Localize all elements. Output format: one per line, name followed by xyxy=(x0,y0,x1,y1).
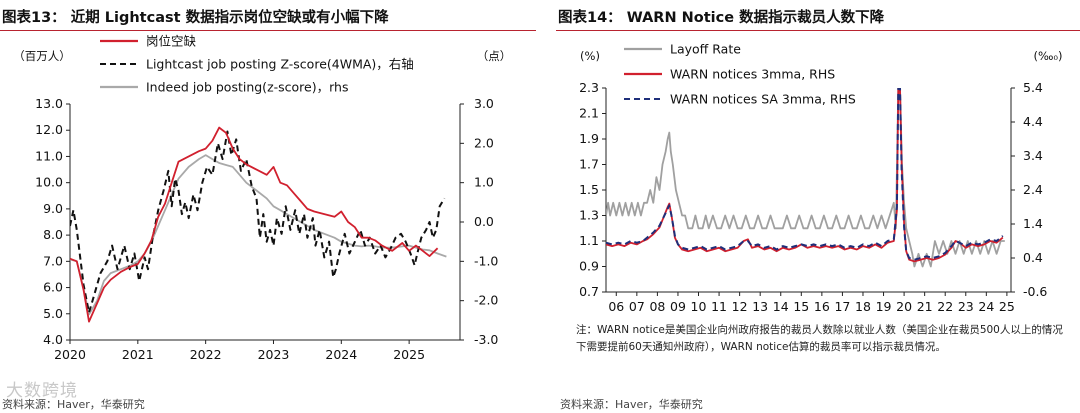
y-tick-label-right: -0.6 xyxy=(1023,284,1047,299)
x-tick-label: 10 xyxy=(691,299,707,314)
y-tick-label-right: 3.4 xyxy=(1023,148,1043,163)
y-tick-label-left: 0.7 xyxy=(579,284,599,299)
x-tick-label: 2020 xyxy=(54,347,86,362)
y-tick-label-right: 5.4 xyxy=(1023,80,1043,95)
x-tick-label: 24 xyxy=(978,299,994,314)
legend-label-3: WARN notices SA 3mma, RHS xyxy=(670,92,856,107)
chart-panel-lightcast: 图表13： 近期 Lightcast 数据指示岗位空缺或有小幅下降 13.0 12… xyxy=(0,10,536,411)
y-tick-label-left: 8.0 xyxy=(43,227,63,242)
y-tick-label-right: 3.0 xyxy=(474,96,494,111)
chart-panel-warn: 图表14： WARN Notice 数据指示裁员人数下降 2.3 2.1 1.9 1.… xyxy=(556,0,1080,413)
y-tick-label-right: -3.0 xyxy=(474,332,498,347)
x-tick-label: 07 xyxy=(629,299,645,314)
legend-label-1: Layoff Rate xyxy=(670,42,741,57)
y-axis-right-unit: (‰₀) xyxy=(1033,49,1062,63)
y-tick-label-left: 2.3 xyxy=(579,80,599,95)
series-line-1 xyxy=(606,88,1005,268)
y-tick-label-right: 0.0 xyxy=(474,214,494,229)
warn-line-chart: 2.3 2.1 1.9 1.7 1.5 1.3 1.1 0.9 0.7 5.4 4.4 3.4 2.4 1… xyxy=(579,42,1062,315)
x-tick-label: 13 xyxy=(752,299,768,314)
y-tick-label-left: 1.7 xyxy=(579,157,599,172)
chart-title: 图表14： WARN Notice 数据指示裁员人数下降 xyxy=(558,10,885,26)
source-note: 资料来源：Haver，华泰研究 xyxy=(560,398,703,411)
series-line-3 xyxy=(70,154,447,316)
y-tick-label-left: 11.0 xyxy=(35,148,63,163)
x-tick-label: 09 xyxy=(670,299,686,314)
y-tick-label-right: -1.0 xyxy=(474,253,498,268)
y-tick-label-right: 2.4 xyxy=(1023,182,1043,197)
x-tick-label: 16 xyxy=(814,299,830,314)
y-axis-left-unit: (%) xyxy=(580,49,600,63)
x-tick-label: 2025 xyxy=(393,347,425,362)
x-tick-label: 22 xyxy=(937,299,953,314)
y-tick-label-left: 1.3 xyxy=(579,208,599,223)
y-tick-label-left: 12.0 xyxy=(35,122,63,137)
x-tick-label: 20 xyxy=(896,299,912,314)
y-tick-label-right: 0.4 xyxy=(1023,250,1043,265)
lightcast-line-chart: 13.0 12.0 11.0 10.0 9.0 8.0 7.0 6.0 5.0 4.0 3.0 2.0… xyxy=(13,34,512,363)
x-tick-label: 08 xyxy=(649,299,665,314)
x-tick-label: 19 xyxy=(876,299,892,314)
title-divider xyxy=(556,30,1080,31)
x-tick-label: 18 xyxy=(855,299,871,314)
chart-title: 图表13： 近期 Lightcast 数据指示岗位空缺或有小幅下降 xyxy=(2,10,389,26)
x-tick-label: 23 xyxy=(958,299,974,314)
legend-label-2: WARN notices 3mma, RHS xyxy=(670,67,835,82)
y-tick-label-left: 1.9 xyxy=(579,131,599,146)
series-line-2 xyxy=(606,88,1004,263)
x-tick-label: 17 xyxy=(834,299,850,314)
y-tick-label-right: -2.0 xyxy=(474,293,498,308)
x-tick-label: 2021 xyxy=(122,347,154,362)
x-tick-label: 15 xyxy=(793,299,809,314)
x-tick-label: 2022 xyxy=(190,347,222,362)
y-tick-label-right: 4.4 xyxy=(1023,114,1043,129)
watermark: 大数跨境 xyxy=(6,381,78,401)
y-tick-label-left: 9.0 xyxy=(43,201,63,216)
series-line-1 xyxy=(70,126,439,323)
series-line-3 xyxy=(606,88,1004,261)
y-axis-right-unit: （点） xyxy=(477,49,512,63)
title-divider xyxy=(0,30,536,31)
y-tick-label-left: 6.0 xyxy=(43,280,63,295)
x-tick-label: 12 xyxy=(732,299,748,314)
series-line-2 xyxy=(70,130,446,314)
y-tick-label-left: 7.0 xyxy=(43,253,63,268)
x-tick-label: 11 xyxy=(711,299,727,314)
y-axis-left-unit: （百万人） xyxy=(13,49,71,63)
y-tick-label-left: 1.1 xyxy=(579,233,599,248)
y-tick-label-right: 1.4 xyxy=(1023,216,1043,231)
x-tick-label: 2024 xyxy=(325,347,357,362)
y-tick-label-left: 10.0 xyxy=(35,175,63,190)
x-tick-label: 25 xyxy=(999,299,1015,314)
source-note: 资料来源：Haver，华泰研究 xyxy=(2,398,145,411)
legend-label-3: Indeed job posting(z-score)，rhs xyxy=(146,80,348,95)
x-tick-label: 2023 xyxy=(258,347,290,362)
y-tick-label-left: 2.1 xyxy=(579,106,599,121)
y-tick-label-left: 5.0 xyxy=(43,306,63,321)
y-tick-label-left: 0.9 xyxy=(579,259,599,274)
chart-footnote: 注：WARN notice是美国企业向州政府报告的裁员人数除以就业人数（美国企业… xyxy=(576,324,1063,353)
legend-label-2: Lightcast job posting Z-score(4WMA)，右轴 xyxy=(146,57,414,72)
y-tick-label-right: 1.0 xyxy=(474,175,494,190)
y-tick-label-left: 4.0 xyxy=(43,332,63,347)
x-tick-label: 21 xyxy=(917,299,933,314)
x-tick-label: 06 xyxy=(608,299,624,314)
legend-label-1: 岗位空缺 xyxy=(146,34,197,49)
y-tick-label-left: 1.5 xyxy=(579,182,599,197)
y-tick-label-right: 2.0 xyxy=(474,135,494,150)
x-tick-label: 14 xyxy=(773,299,789,314)
y-tick-label-left: 13.0 xyxy=(35,96,63,111)
